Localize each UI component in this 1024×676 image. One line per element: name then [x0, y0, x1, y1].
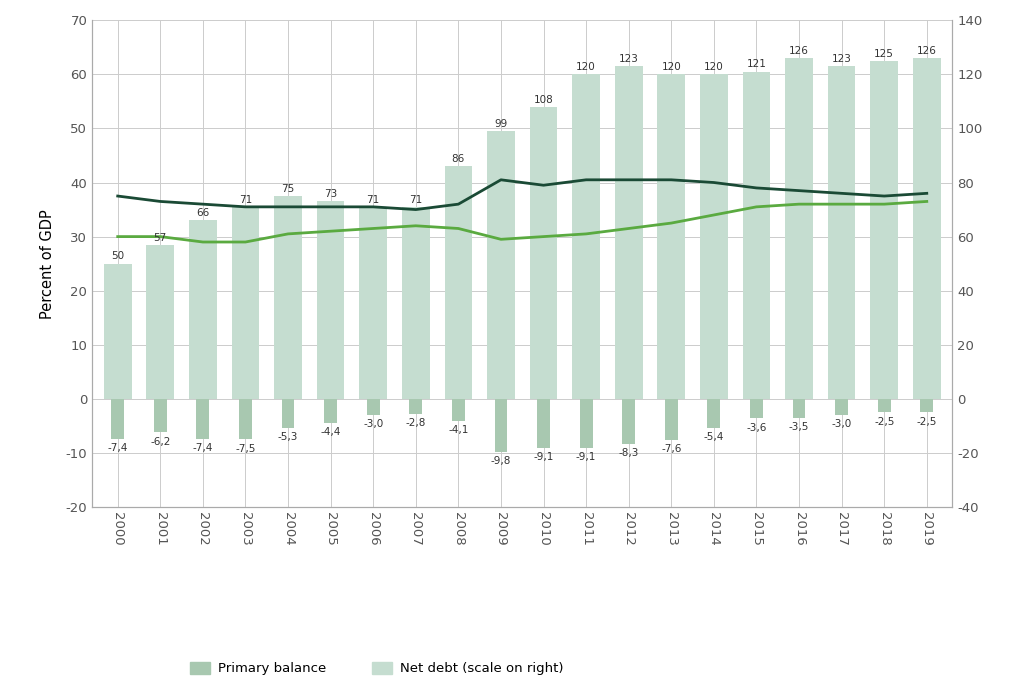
- Text: 99: 99: [495, 119, 508, 129]
- Text: -9,8: -9,8: [490, 456, 511, 466]
- Bar: [495, 399, 507, 452]
- Text: 86: 86: [452, 154, 465, 164]
- Text: -8,3: -8,3: [618, 448, 639, 458]
- Bar: [325, 399, 337, 422]
- Bar: [487, 131, 515, 399]
- Text: -5,3: -5,3: [278, 432, 298, 442]
- Text: -2,5: -2,5: [874, 416, 894, 427]
- Text: 73: 73: [324, 189, 337, 199]
- Text: -7,6: -7,6: [662, 444, 681, 454]
- Bar: [538, 399, 550, 448]
- Bar: [316, 201, 344, 399]
- Bar: [614, 66, 642, 399]
- Bar: [665, 399, 678, 440]
- Bar: [197, 399, 209, 439]
- Text: -4,1: -4,1: [449, 425, 469, 435]
- Text: 75: 75: [282, 184, 295, 194]
- Bar: [410, 399, 422, 414]
- Text: -3,6: -3,6: [746, 422, 767, 433]
- Bar: [231, 207, 259, 399]
- Text: 126: 126: [916, 46, 937, 56]
- Bar: [793, 399, 806, 418]
- Text: -4,4: -4,4: [321, 427, 341, 437]
- Text: -3,0: -3,0: [364, 419, 383, 429]
- Bar: [708, 399, 720, 428]
- Bar: [444, 166, 472, 399]
- Bar: [657, 74, 685, 399]
- Bar: [700, 74, 728, 399]
- Bar: [913, 58, 941, 399]
- Bar: [785, 58, 813, 399]
- Text: -3,5: -3,5: [788, 422, 809, 432]
- Bar: [750, 399, 763, 418]
- Y-axis label: Percent of GDP: Percent of GDP: [40, 209, 54, 318]
- Text: -7,5: -7,5: [236, 443, 256, 454]
- Text: -7,4: -7,4: [193, 443, 213, 453]
- Text: 71: 71: [410, 195, 423, 205]
- Text: 120: 120: [577, 62, 596, 72]
- Bar: [239, 399, 252, 439]
- Bar: [359, 207, 387, 399]
- Text: -2,5: -2,5: [916, 416, 937, 427]
- Bar: [282, 399, 295, 427]
- Text: 123: 123: [831, 54, 852, 64]
- Bar: [452, 399, 465, 421]
- Bar: [154, 399, 167, 433]
- Text: 121: 121: [746, 59, 766, 70]
- Text: 126: 126: [790, 46, 809, 56]
- Text: -9,1: -9,1: [534, 452, 554, 462]
- Text: -5,4: -5,4: [703, 433, 724, 442]
- Bar: [274, 196, 302, 399]
- Text: -2,8: -2,8: [406, 418, 426, 429]
- Text: 71: 71: [367, 195, 380, 205]
- Text: -6,2: -6,2: [151, 437, 170, 447]
- Bar: [112, 399, 124, 439]
- Bar: [580, 399, 593, 448]
- Bar: [870, 61, 898, 399]
- Text: 123: 123: [618, 54, 639, 64]
- Text: -9,1: -9,1: [575, 452, 596, 462]
- Bar: [921, 399, 933, 412]
- Bar: [529, 107, 557, 399]
- Bar: [189, 220, 217, 399]
- Bar: [827, 66, 855, 399]
- Bar: [836, 399, 848, 415]
- Text: 71: 71: [239, 195, 252, 205]
- Bar: [623, 399, 635, 443]
- Text: 120: 120: [703, 62, 724, 72]
- Bar: [572, 74, 600, 399]
- Bar: [878, 399, 891, 412]
- Bar: [103, 264, 131, 399]
- Text: 120: 120: [662, 62, 681, 72]
- Bar: [742, 72, 770, 399]
- Text: 50: 50: [112, 251, 124, 262]
- Text: 57: 57: [154, 233, 167, 243]
- Bar: [367, 399, 380, 415]
- Text: 125: 125: [874, 49, 894, 59]
- Text: 108: 108: [534, 95, 553, 105]
- Text: -3,0: -3,0: [831, 419, 852, 429]
- Text: 66: 66: [197, 208, 210, 218]
- Bar: [146, 245, 174, 399]
- Bar: [402, 207, 430, 399]
- Text: -7,4: -7,4: [108, 443, 128, 453]
